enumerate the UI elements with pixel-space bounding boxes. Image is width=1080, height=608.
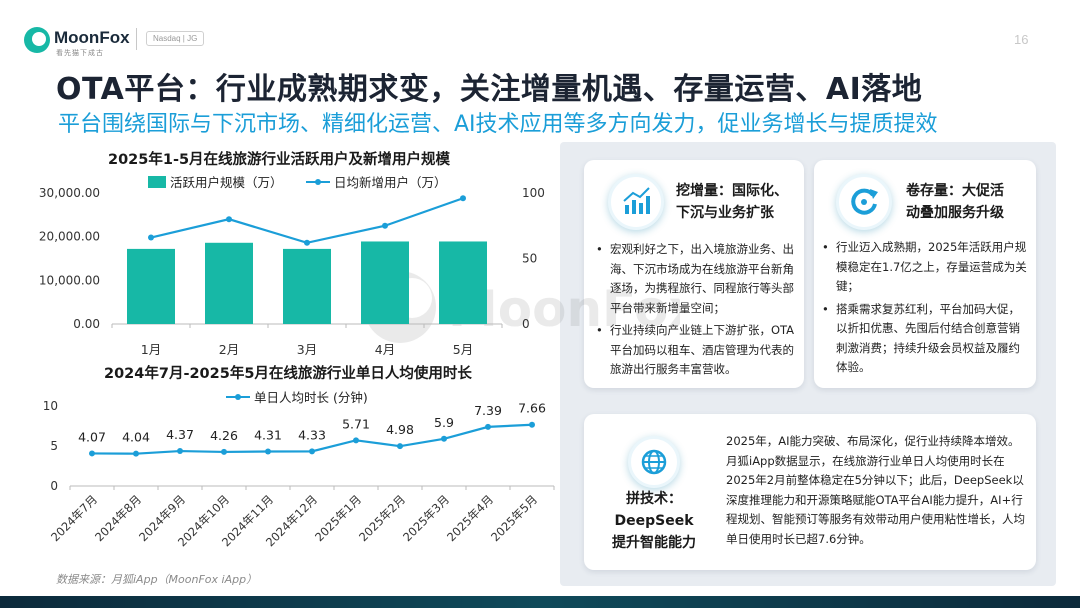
legend-line-marker [235,394,241,400]
bottom-bar [0,596,1080,608]
usage-time-point [309,448,315,455]
bar-active-users [205,242,253,324]
data-label: 4.37 [166,427,194,442]
x-tick-label: 2024年7月 [48,492,100,544]
usage-time-point [485,423,491,430]
y-tick-label: 5 [50,439,58,453]
x-tick-label: 2024年8月 [92,492,144,544]
y-right-tick-label: 50 [522,252,537,266]
globe-icon [628,436,680,488]
card-tech: 拼技术： DeepSeek 提升智能能力 2025年，AI能力突破、布局深化，促… [584,414,1036,570]
page-number: 16 [1014,32,1029,47]
x-tick-label: 2025年3月 [400,492,452,544]
card-tech-heading: 拼技术： DeepSeek 提升智能能力 [612,491,696,551]
usage-time-point [397,443,403,450]
data-label: 5.71 [342,416,370,431]
legend-bar-label: 活跃用户规模（万） [170,175,283,190]
card-tech-paragraph: 2025年，AI能力突破、布局深化，促行业持续降本增效。月狐iApp数据显示，在… [726,434,1025,546]
x-tick-label: 2025年2月 [356,492,408,544]
usage-time-point [529,421,535,428]
usage-time-point [89,450,95,457]
card-stock: 卷存量：大促活 动叠加服务升级 行业迈入成熟期，2025年活跃用户规模稳定在1.… [814,160,1036,388]
data-label: 7.66 [518,401,546,416]
data-label: 7.39 [474,403,502,418]
usage-time-point [265,448,271,455]
legend-line-marker [315,179,321,185]
card-increment-bullets: 宏观利好之下，出入境旅游业务、出海、下沉市场成为在线旅游平台新角逐场，为携程旅行… [594,240,798,383]
x-tick-label: 4月 [375,342,395,357]
moonfox-logo-icon [24,27,50,53]
y-right-tick-label: 100 [522,186,545,200]
logo-text: MoonFox [54,28,130,47]
card-increment-heading: 挖增量：国际化、 下沉与业务扩张 [676,183,788,221]
y-left-tick-label: 20,000.00 [39,230,100,244]
x-tick-label: 2025年1月 [312,492,364,544]
page-subtitle: 平台围绕国际与下沉市场、精细化运营、AI技术应用等多方向发力，促业务增长与提质提… [58,112,938,137]
bar-active-users [127,248,175,324]
page-title: OTA平台：行业成熟期求变，关注增量机遇、存量运营、AI落地 [56,72,923,107]
chart1-title: 2025年1-5月在线旅游行业活跃用户及新增用户规模 [108,152,451,168]
data-label: 4.33 [298,427,326,442]
x-tick-label: 3月 [297,342,317,357]
card-stock-bullets: 行业迈入成熟期，2025年活跃用户规模稳定在1.7亿之上，存量运营成为关键； 搭… [820,238,1030,381]
list-item: 搭乘需求复苏红利，平台加码大促，以折扣优惠、先囤后付结合创意营销刺激消费；持续升… [820,300,1030,378]
legend-line-label: 单日人均时长 (分钟) [254,390,368,405]
x-tick-label: 2025年4月 [444,492,496,544]
x-tick-label: 2月 [219,342,239,357]
bar-active-users [361,241,409,324]
legend-line-label: 日均新增用户（万） [334,175,447,190]
y-tick-label: 0 [50,479,58,493]
bar-active-users [283,248,331,324]
usage-time-point [221,448,227,455]
usage-time-point [177,448,183,455]
usage-time-point [133,450,139,457]
usage-time-point [441,435,447,442]
y-tick-label: 10 [43,399,58,413]
new-users-point [304,239,310,246]
nasdaq-badge: Nasdaq | JG [146,31,205,46]
new-users-point [148,234,154,241]
x-tick-label: 5月 [453,342,473,357]
data-source: 数据来源：月狐iApp（MoonFox iApp） [56,573,258,586]
card-stock-heading: 卷存量：大促活 动叠加服务升级 [906,183,1004,221]
data-label: 5.9 [434,415,454,430]
chart1-svg: 活跃用户规模（万） 日均新增用户（万） 0.00 10,000.00 20,000.00… [39,175,545,357]
new-users-line [150,197,464,244]
x-tick-label: 1月 [141,342,161,357]
logo-divider [136,28,137,50]
list-item: 行业持续向产业链上下游扩张，OTA平台加码以租车、酒店管理为代表的旅游出行服务丰… [594,321,798,380]
data-label: 4.98 [386,422,414,437]
list-item: 宏观利好之下，出入境旅游业务、出海、下沉市场成为在线旅游平台新角逐场，为携程旅行… [594,240,798,318]
card-increment: 挖增量：国际化、 下沉与业务扩张 宏观利好之下，出入境旅游业务、出海、下沉市场成… [584,160,804,388]
usage-time-point [353,437,359,444]
y-left-tick-label: 30,000.00 [39,186,100,200]
chart2-title: 2024年7月-2025年5月在线旅游行业单日人均使用时长 [104,366,472,382]
list-item: 行业迈入成熟期，2025年活跃用户规模稳定在1.7亿之上，存量运营成为关键； [820,238,1030,297]
data-label: 4.04 [122,430,150,445]
y-right-tick-label: 0 [522,317,530,331]
x-tick-label: 2025年5月 [488,492,540,544]
chart2-svg: 单日人均时长 (分钟) 0 5 10 4.07 4.04 4.37 4.26 4.31 4.33 5… [43,390,555,549]
new-users-point [382,222,388,229]
legend-bar-swatch [148,176,166,188]
data-label: 4.26 [210,428,238,443]
y-left-tick-label: 0.00 [73,317,100,331]
bar-active-users [439,241,487,324]
logo-tagline: 看先猫下成古 [56,49,104,57]
data-label: 4.31 [254,428,282,443]
new-users-point [460,195,466,202]
refresh-cycle-icon [836,174,892,230]
new-users-point [226,216,232,223]
y-left-tick-label: 10,000.00 [39,273,100,287]
bar-chart-icon [608,174,664,230]
data-label: 4.07 [78,429,106,444]
